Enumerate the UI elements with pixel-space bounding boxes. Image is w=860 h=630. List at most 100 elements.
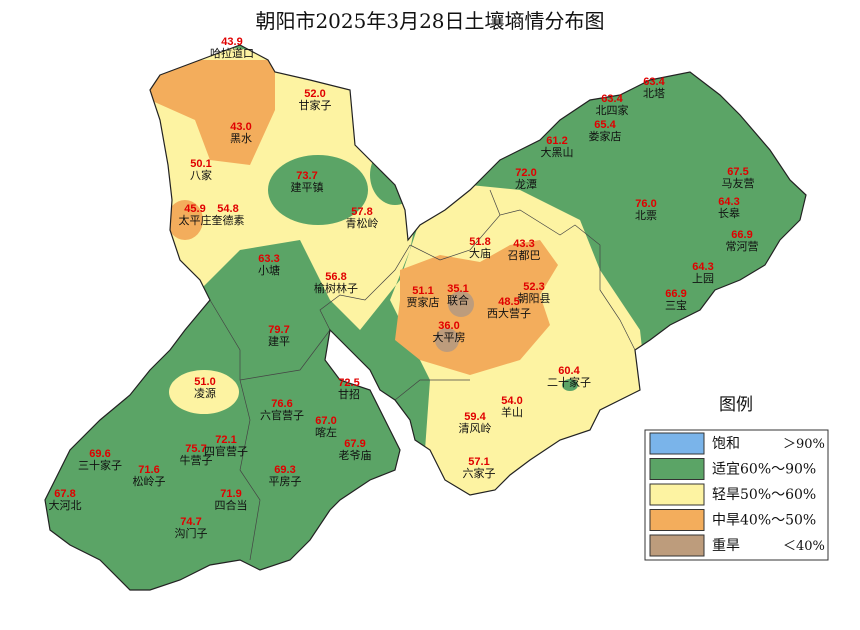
station-name: 牛营子 [180,453,213,467]
station-name: 常河营 [726,239,759,253]
station-name: 大黑山 [541,145,574,159]
station-value: 35.1 [447,283,468,295]
station-name: 龙潭 [515,178,537,191]
legend-label: 中旱40%～50% [712,513,816,529]
station-value: 63.4 [643,76,665,88]
station-value: 60.4 [558,365,580,377]
station-name: 大平房 [433,330,466,344]
station-name: 娄家店 [589,129,622,143]
station-name: 甘招 [338,387,360,401]
station-name: 喀左 [315,426,337,439]
legend-title: 图例 [719,395,753,415]
station-value: 64.3 [692,261,713,273]
station-value: 72.5 [338,377,359,389]
station-name: 老爷庙 [339,448,372,462]
station-value: 56.8 [325,271,346,283]
station-name: 四合当 [215,498,248,512]
station-value: 67.5 [727,166,748,178]
station-value: 52.0 [304,88,325,100]
station-value: 36.0 [438,320,459,332]
station-name: 松岭子 [133,474,166,488]
station-name: 西大营子 [487,306,531,320]
station-value: 51.0 [194,376,215,388]
station-name: 朝阳县 [518,292,551,305]
map-title: 朝阳市2025年3月28日土壤墒情分布图 [255,9,604,33]
station-value: 75.7 [185,443,206,455]
station-name: 清风岭 [459,421,492,435]
station-name: 六家子 [463,466,496,480]
station-value: 66.9 [665,288,686,300]
station-value: 76.6 [271,398,292,410]
station-name: 马友营 [722,176,755,190]
station-name: 奎德素 [212,213,245,227]
station-name: 哈拉道口 [210,46,254,60]
station-value: 54.8 [217,203,238,215]
station-name: 二十家子 [547,375,591,389]
legend-range: ＞90% [783,437,825,452]
legend-swatch [649,432,705,455]
station-name: 羊山 [501,405,523,419]
station-name: 平房子 [269,475,302,488]
station-name: 沟门子 [175,526,208,540]
station-name: 小塘 [258,263,280,277]
station-value: 63.3 [258,253,279,265]
station-name: 三宝 [665,298,687,312]
station-value: 45.9 [184,203,205,215]
station-value: 54.0 [501,395,522,407]
station-name: 八家 [190,168,212,182]
station-name: 北四家 [596,103,629,117]
station-name: 太平庄 [179,213,212,227]
station-value: 65.4 [594,119,616,131]
station-name: 上园 [692,272,714,285]
county-borders [209,189,636,561]
station-name: 大河北 [49,498,82,512]
legend-range: ＜40% [783,539,825,554]
station-value: 71.6 [138,464,159,476]
station-name: 长皋 [718,206,740,220]
legend-label: 重旱 [712,538,740,554]
station-name: 建平镇 [291,180,324,194]
station-name: 联合 [447,293,469,307]
station-value: 43.0 [230,121,251,133]
legend: 饱和 ＞90% 适宜60%～90% 轻旱50%～60% 中旱40%～50% 重旱 ＜40% [649,432,825,557]
station-name: 青松岭 [346,216,379,230]
station-name: 凌源 [194,386,216,400]
station-value: 57.1 [468,456,489,468]
station-value: 43.9 [221,36,242,48]
legend-swatch [649,458,705,480]
legend-swatch [649,509,705,531]
station-value: 71.9 [220,488,241,500]
station-value: 73.7 [296,170,317,182]
legend-label: 饱和 [712,436,740,452]
station-value: 67.0 [315,415,336,427]
legend-label: 适宜60%～90% [712,462,816,478]
station-value: 59.4 [464,411,486,423]
station-name: 黑水 [230,132,252,145]
station-name: 召都巴 [508,249,541,262]
station-name: 北票 [635,209,657,222]
station-name: 贾家店 [407,295,440,309]
station-value: 52.3 [523,281,544,293]
station-value: 74.7 [180,516,201,528]
station-name: 六官营子 [260,408,304,422]
station-value: 67.8 [54,488,75,500]
station-name: 榆树林子 [314,281,358,295]
station-value: 66.9 [731,229,752,241]
station-name: 四官营子 [204,444,248,458]
station-value: 69.3 [274,464,295,476]
station-name: 建平 [268,334,290,348]
station-name: 大庙 [469,246,491,260]
station-value: 79.7 [268,324,289,336]
legend-label: 轻旱50%～60% [712,487,816,503]
station-value: 67.9 [344,438,365,450]
station-name: 三十家子 [78,458,122,472]
station-value: 57.8 [351,206,372,218]
station-value: 69.6 [89,448,110,460]
station-value: 43.3 [513,238,534,250]
station-value: 76.0 [635,198,656,210]
station-name: 北塔 [643,87,665,100]
station-value: 61.2 [546,135,567,147]
station-value: 63.4 [601,93,623,105]
